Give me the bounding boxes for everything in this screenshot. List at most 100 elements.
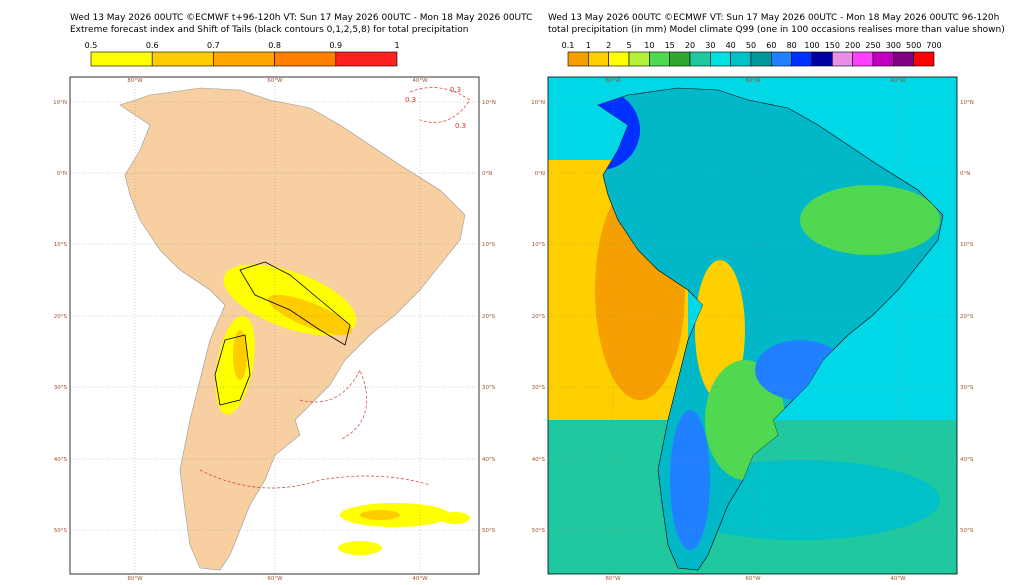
colorbar-label: 0.6 [146,41,159,50]
lon-label: 60°W [267,576,283,582]
colorbar-swatch [730,51,752,67]
panel-title: total precipitation (in mm) Model climat… [548,25,1005,35]
colorbar-swatch [710,51,731,67]
colorbar-swatch [649,51,670,67]
colorbar-swatch [335,51,398,67]
lon-label: 80°W [127,78,143,84]
lat-label: 40°S [532,457,546,463]
panel-title: Extreme forecast index and Shift of Tail… [70,25,468,35]
colorbar-label: 0.7 [207,41,220,50]
colorbar-label: 20 [685,41,695,50]
lat-label: 10°N [53,100,67,106]
right-map [548,77,957,574]
lon-label: 60°W [745,576,761,582]
lon-label: 80°W [605,576,621,582]
lat-label: 50°S [54,528,68,534]
lat-label: 10°S [54,242,68,248]
colorbar-swatch [872,51,894,67]
colorbar-swatch [274,51,337,67]
lat-label: 20°S [960,314,974,320]
efi-03-contours [199,87,471,489]
panel-title: Wed 13 May 2026 00UTC ©ECMWF t+96-120h V… [70,13,532,23]
colorbar-label: 0.1 [562,41,575,50]
colorbar-label: 2 [606,41,611,50]
lon-label: 40°W [412,78,428,84]
colorbar-label: 60 [766,41,776,50]
colorbar-swatch [771,51,792,67]
colorbar-label: 40 [726,41,736,50]
colorbar-swatch [213,51,275,67]
lat-label: 40°S [482,457,496,463]
lat-label: 50°S [532,528,546,534]
lat-label: 50°S [960,528,974,534]
contour-label: 0.3 [405,96,416,104]
colorbar-swatch [832,51,853,67]
lat-label: 0°N [482,171,492,177]
colorbar-label: 30 [705,41,715,50]
lat-label: 40°S [960,457,974,463]
lat-label: 40°S [54,457,68,463]
colorbar-swatch [689,51,711,67]
colorbar-label: 700 [926,41,941,50]
land-fields [598,90,940,550]
lat-label: 30°S [532,385,546,391]
colorbar-swatch [893,51,914,67]
colorbar-swatch [913,51,935,67]
colorbar-label: 200 [845,41,860,50]
colorbar-label: 250 [865,41,880,50]
colorbar-swatch [791,51,813,67]
lat-label: 10°N [531,100,545,106]
colorbar-label: 1 [586,41,591,50]
colorbar-swatch [567,51,589,67]
lon-label: 40°W [412,576,428,582]
left-map [70,77,479,574]
left-frame [69,76,480,575]
colorbar-swatch [588,51,609,67]
lat-label: 10°S [532,242,546,248]
colorbar-label: 150 [825,41,840,50]
lat-label: 0°N [535,171,545,177]
lon-label: 60°W [267,78,283,84]
colorbar-swatch [90,51,153,67]
colorbar-label: 100 [804,41,819,50]
lat-label: 30°S [54,385,68,391]
colorbar-swatch [669,51,691,67]
lat-label: 20°S [482,314,496,320]
lat-label: 20°S [532,314,546,320]
lat-label: 0°N [57,171,67,177]
colorbar-swatch [852,51,874,67]
lon-label: 80°W [605,78,621,84]
colorbar-swatch [750,51,772,67]
panel-title: Wed 13 May 2026 00UTC ©ECMWF VT: Sun 17 … [548,13,999,23]
contour-label: 0.3 [455,122,466,130]
lat-label: 20°S [54,314,68,320]
colorbar-swatch [151,51,214,67]
lat-label: 10°S [482,242,496,248]
colorbar-label: 1 [394,41,399,50]
lat-label: 30°S [482,385,496,391]
lat-label: 30°S [960,385,974,391]
contour-label: 0.3 [450,86,461,94]
sot-contours [214,261,351,406]
colorbar-swatch [608,51,630,67]
lat-label: 10°N [482,100,496,106]
colorbar-label: 50 [746,41,756,50]
colorbar-label: 500 [906,41,921,50]
lat-label: 50°S [482,528,496,534]
lon-label: 80°W [127,576,143,582]
colorbar-label: 0.9 [329,41,342,50]
right-frame [547,76,958,575]
colorbar-label: 300 [886,41,901,50]
colorbar-label: 0.8 [268,41,281,50]
colorbar-swatch [628,51,650,67]
lon-label: 60°W [745,78,761,84]
lat-label: 10°S [960,242,974,248]
colorbar-swatch [811,51,833,67]
colorbar-label: 5 [626,41,631,50]
colorbar-label: 10 [644,41,654,50]
lat-label: 10°N [960,100,974,106]
colorbar-label: 0.5 [85,41,98,50]
lon-label: 40°W [890,576,906,582]
lon-label: 40°W [890,78,906,84]
